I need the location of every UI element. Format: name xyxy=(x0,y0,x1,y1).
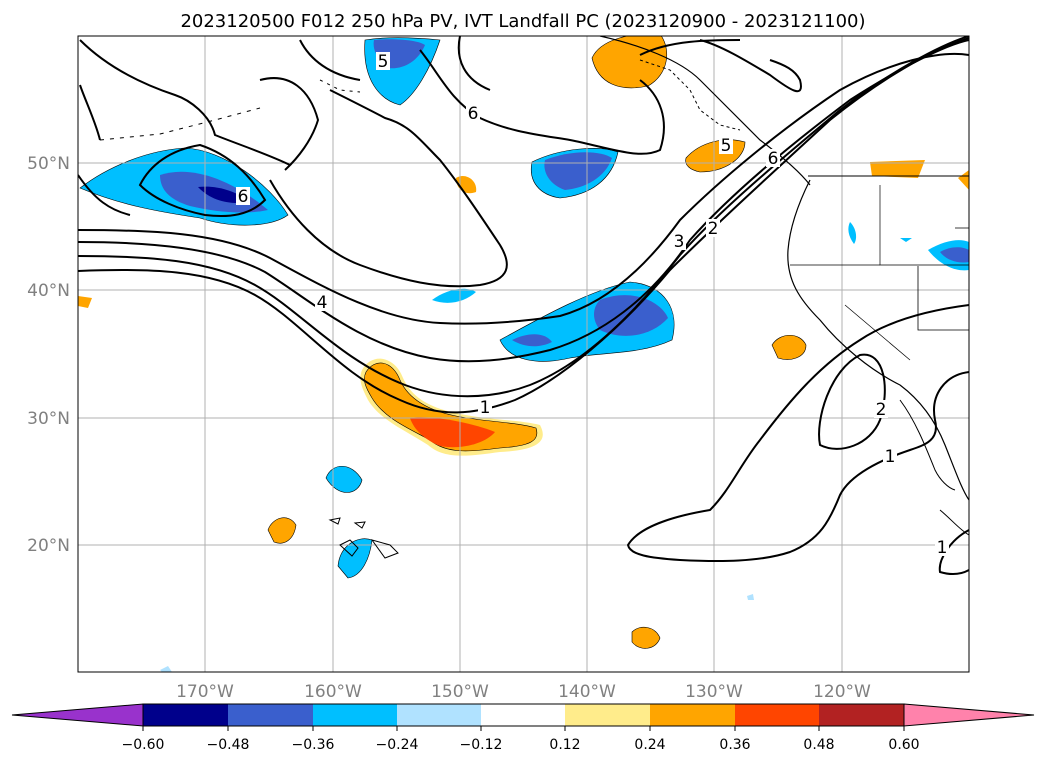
positive-anomaly-fill xyxy=(78,36,969,649)
lat-label: 30°N xyxy=(27,409,70,429)
colorbar-label: 0.48 xyxy=(803,737,834,753)
contour-label: 5 xyxy=(378,52,389,72)
longitude-labels: 170°W 160°W 150°W 140°W 130°W 120°W xyxy=(176,682,871,702)
colorbar-swatch xyxy=(143,704,228,726)
map-frame xyxy=(77,35,970,673)
colorbar-swatch xyxy=(819,704,904,726)
lon-label: 150°W xyxy=(431,682,489,702)
colorbar-label: −0.24 xyxy=(376,737,419,753)
contour-label: 6 xyxy=(768,149,779,169)
colorbar-high-extend xyxy=(903,703,1035,727)
latitude-labels: 20°N 30°N 40°N 50°N xyxy=(27,154,70,556)
contour-label: 6 xyxy=(468,104,479,124)
lon-label: 160°W xyxy=(304,682,362,702)
colorbar-label: 0.60 xyxy=(888,737,919,753)
colorbar-swatch xyxy=(397,704,481,726)
colorbar-swatch xyxy=(735,704,819,726)
lat-label: 20°N xyxy=(27,536,70,556)
colorbar-label: −0.48 xyxy=(207,737,250,753)
map-panel: 6 6 5 4 3 2 1 5 6 2 1 1 xyxy=(78,36,969,672)
colorbar-swatch xyxy=(481,704,565,726)
lon-label: 130°W xyxy=(685,682,743,702)
lon-label: 140°W xyxy=(558,682,616,702)
colorbar-swatch xyxy=(650,704,735,726)
contour-label: 1 xyxy=(937,538,948,558)
lon-label: 120°W xyxy=(813,682,871,702)
colorbar: −0.60 −0.48 −0.36 −0.24 −0.12 0.12 0.24 … xyxy=(11,703,1035,753)
lon-label: 170°W xyxy=(176,682,234,702)
contour-label: 4 xyxy=(317,293,328,313)
colorbar-label: −0.36 xyxy=(292,737,335,753)
colorbar-label: −0.60 xyxy=(122,737,165,753)
colorbar-swatch xyxy=(313,704,397,726)
contour-label: 3 xyxy=(674,232,685,252)
colorbar-label: 0.24 xyxy=(634,737,665,753)
coastlines xyxy=(99,36,969,559)
figure-title: 2023120500 F012 250 hPa PV, IVT Landfall… xyxy=(180,11,865,32)
contour-labels: 6 6 5 4 3 2 1 5 6 2 1 1 xyxy=(236,52,949,558)
lat-label: 40°N xyxy=(27,281,70,301)
lat-label: 50°N xyxy=(27,154,70,174)
colorbar-label: −0.12 xyxy=(460,737,503,753)
negative-anomaly-fill xyxy=(79,37,969,672)
colorbar-low-extend xyxy=(11,703,144,727)
colorbar-label: 0.12 xyxy=(549,737,580,753)
contour-label: 2 xyxy=(876,400,887,420)
colorbar-label: 0.36 xyxy=(719,737,750,753)
pv-contours xyxy=(78,36,969,576)
contour-label: 6 xyxy=(238,187,249,207)
contour-label: 1 xyxy=(885,447,896,467)
contour-label: 5 xyxy=(721,136,732,156)
contour-label: 2 xyxy=(708,219,719,239)
contour-label: 1 xyxy=(480,398,491,418)
colorbar-swatch xyxy=(565,704,650,726)
colorbar-swatch xyxy=(228,704,313,726)
